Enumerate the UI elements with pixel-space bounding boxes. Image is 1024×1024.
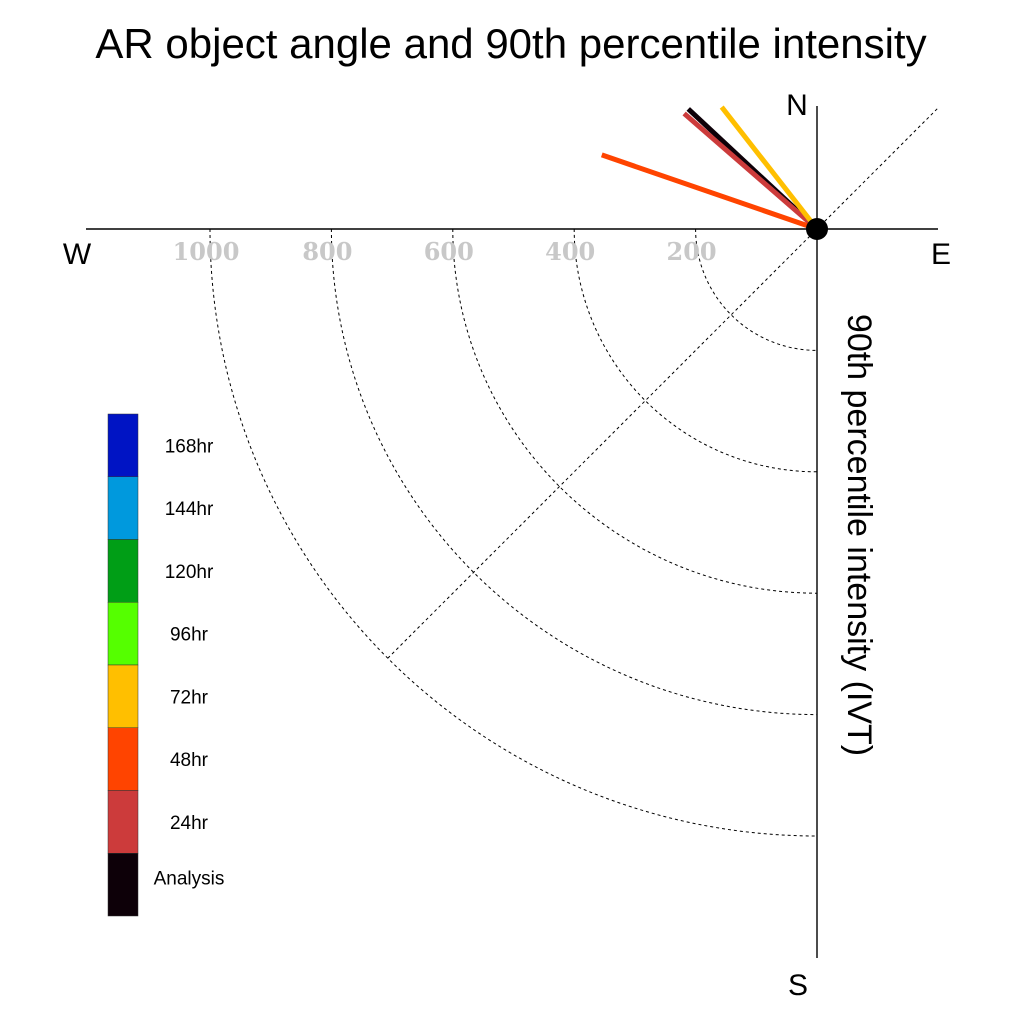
tick-label: 1000 (173, 237, 240, 266)
legend-swatch (107, 476, 139, 540)
south-label: S (788, 969, 808, 1002)
legend-label: 96hr (170, 625, 209, 646)
legend-label: 144hr (165, 499, 214, 520)
legend-swatch (107, 539, 139, 603)
legend-swatch (107, 853, 139, 917)
ring-600 (452, 228, 818, 594)
tick-label: 200 (667, 237, 717, 266)
north-label: N (786, 89, 808, 122)
vector-24hr (682, 111, 819, 231)
tick-label: 600 (424, 237, 474, 266)
legend-label: 48hr (170, 750, 209, 771)
tick-label: 800 (302, 237, 352, 266)
legend-swatch (107, 790, 139, 854)
legend-label: 168hr (165, 436, 214, 457)
legend-swatch (107, 664, 139, 728)
legend-label: Analysis (154, 869, 225, 890)
ring-tick-labels: 1000 800 600 400 200 (173, 237, 717, 266)
legend: 168hr 144hr 120hr 96hr 72hr 48hr 24hr Analysis (107, 413, 225, 917)
vector-48hr (600, 152, 818, 232)
legend-label: 72hr (170, 687, 209, 708)
intensity-rings (209, 228, 818, 837)
legend-label: 120hr (165, 562, 214, 583)
vector-72hr (719, 105, 819, 231)
ring-200 (695, 228, 818, 351)
chart-title: AR object angle and 90th percentile inte… (95, 20, 926, 67)
west-label: W (63, 238, 92, 271)
legend-label: 24hr (170, 813, 209, 834)
ring-400 (573, 228, 818, 473)
ring-800 (330, 228, 818, 716)
legend-swatch (107, 727, 139, 791)
legend-swatch (107, 602, 139, 666)
origin-dot (806, 218, 828, 240)
forecast-vectors (600, 105, 819, 232)
y-axis-label: 90th percentile intensity (IVT) (840, 314, 878, 756)
ring-1000 (209, 228, 818, 837)
legend-swatch (107, 413, 139, 477)
tick-label: 400 (545, 237, 595, 266)
compass-axes (86, 106, 938, 958)
east-label: E (931, 238, 951, 271)
